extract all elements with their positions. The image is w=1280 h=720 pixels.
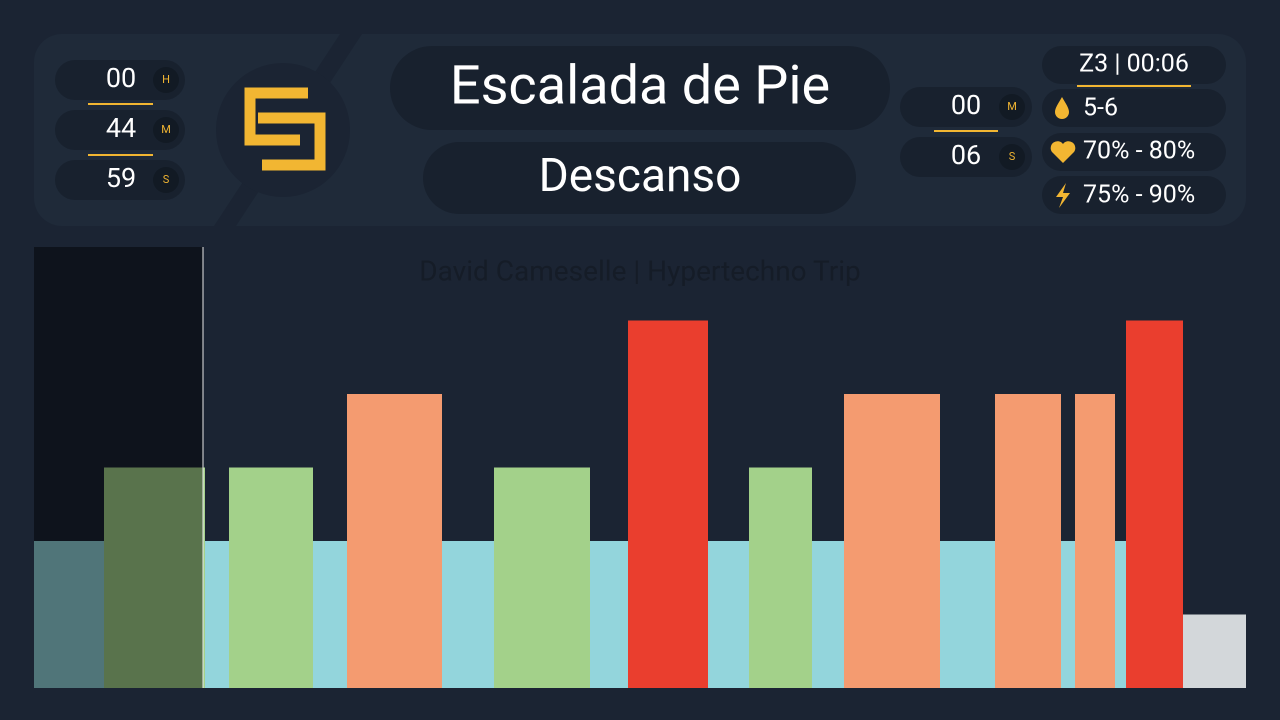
interval-bar: [104, 467, 205, 688]
unit: S: [1009, 150, 1016, 163]
info-pill: [1042, 176, 1226, 214]
subtitle-pill: [423, 142, 856, 214]
interval-bar: [1126, 320, 1183, 688]
interval-bar: [205, 541, 229, 688]
interval-bar: [628, 320, 708, 688]
info-pill: [1042, 89, 1226, 127]
seconds: 59: [106, 162, 136, 194]
drop-icon: [1055, 97, 1069, 119]
info-pill: [1042, 46, 1226, 84]
unit: M: [1007, 100, 1017, 113]
info-pill: [1042, 133, 1226, 171]
zone-info: Z3 | 00:06 5-6 70% - 80% 75% - 90%: [1042, 46, 1226, 214]
logo: [244, 87, 326, 171]
seconds: 06: [951, 139, 981, 171]
heart-rate: 70% - 80%: [1083, 137, 1195, 166]
left-timer: 00 44 59 H M S: [55, 60, 185, 200]
interval-bar: [844, 394, 940, 688]
interval-bar: [590, 541, 628, 688]
interval-bar: [34, 541, 104, 688]
logo-disc: [216, 63, 350, 197]
timer-pill: [55, 110, 185, 150]
interval-bar: [229, 467, 313, 688]
interval-bar: [1075, 394, 1115, 688]
unit: M: [161, 123, 171, 136]
timer-pill: [900, 137, 1032, 177]
elapsed-overlay: [34, 247, 203, 688]
interval-bar: [1183, 614, 1246, 688]
interval-bar: [442, 541, 494, 688]
unit: S: [163, 173, 170, 186]
interval-bar: [995, 394, 1061, 688]
unit: H: [162, 73, 170, 86]
minutes: 00: [951, 89, 981, 121]
timer-pill: [55, 160, 185, 200]
interval-bar: [494, 467, 590, 688]
unit-disc: [153, 167, 179, 193]
power: 75% - 90%: [1083, 181, 1195, 210]
interval-bar: [708, 541, 749, 688]
bolt-icon: [1056, 183, 1070, 208]
cadence: 5-6: [1083, 94, 1118, 123]
unit-disc: [999, 94, 1025, 120]
heart-icon: [1050, 141, 1076, 163]
chart-title: David Cameselle | Hypertechno Trip: [419, 254, 860, 287]
workout-profile: David Cameselle | Hypertechno Trip: [34, 247, 1246, 688]
interval-bar: [940, 541, 995, 688]
minutes: 44: [106, 112, 136, 144]
timer-pill: [900, 87, 1032, 127]
interval-bar: [812, 541, 844, 688]
interval-bar: [313, 541, 347, 688]
unit-disc: [153, 67, 179, 93]
right-timer: 00 06 M S: [900, 87, 1032, 177]
unit-disc: [153, 117, 179, 143]
unit-disc: [999, 144, 1025, 170]
title-pill: [390, 46, 890, 130]
title: Escalada de Pie: [450, 54, 830, 117]
subtitle: Descanso: [539, 149, 742, 203]
hours: 00: [106, 62, 136, 94]
interval-bar: [749, 467, 812, 688]
timer-pill: [55, 60, 185, 100]
interval-bar: [1061, 541, 1075, 688]
interval-bar: [347, 394, 442, 688]
interval-bar: [1115, 541, 1126, 688]
zone-label: Z3 | 00:06: [1079, 50, 1189, 79]
